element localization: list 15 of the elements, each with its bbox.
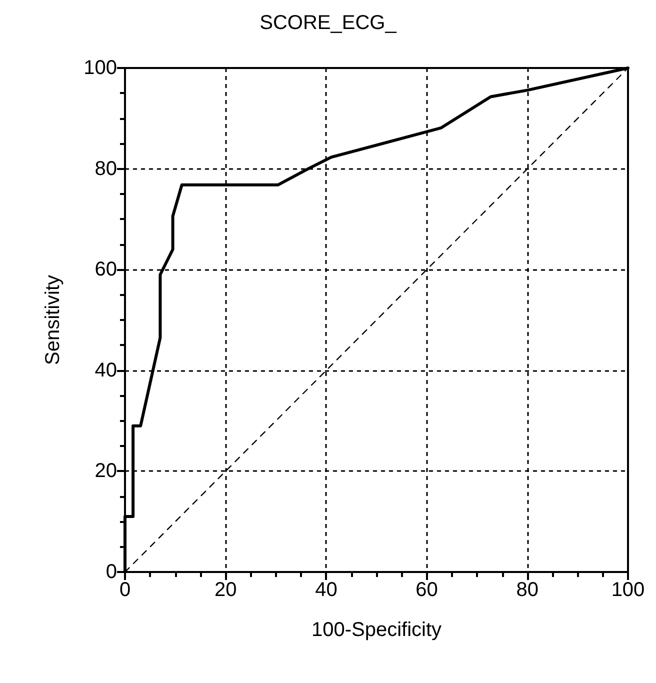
x-tick-label: 20 — [214, 579, 237, 601]
y-tick-label: 80 — [94, 158, 117, 180]
x-axis-title: 100-Specificity — [311, 619, 442, 641]
x-tick-label: 80 — [516, 579, 539, 601]
x-tick-label: 60 — [416, 579, 438, 601]
y-tick-label: 100 — [84, 57, 117, 79]
x-tick-label: 0 — [119, 579, 131, 601]
y-axis-title: Sensitivity — [42, 274, 64, 366]
x-tick-label: 100 — [611, 579, 645, 601]
chart-title: SCORE_ECG_ — [260, 12, 398, 34]
y-tick-label: 60 — [94, 258, 117, 281]
y-tick-label: 0 — [106, 561, 117, 583]
y-tick-label: 40 — [94, 359, 117, 382]
x-tick-label: 40 — [315, 579, 338, 601]
y-tick-label: 20 — [94, 460, 117, 482]
